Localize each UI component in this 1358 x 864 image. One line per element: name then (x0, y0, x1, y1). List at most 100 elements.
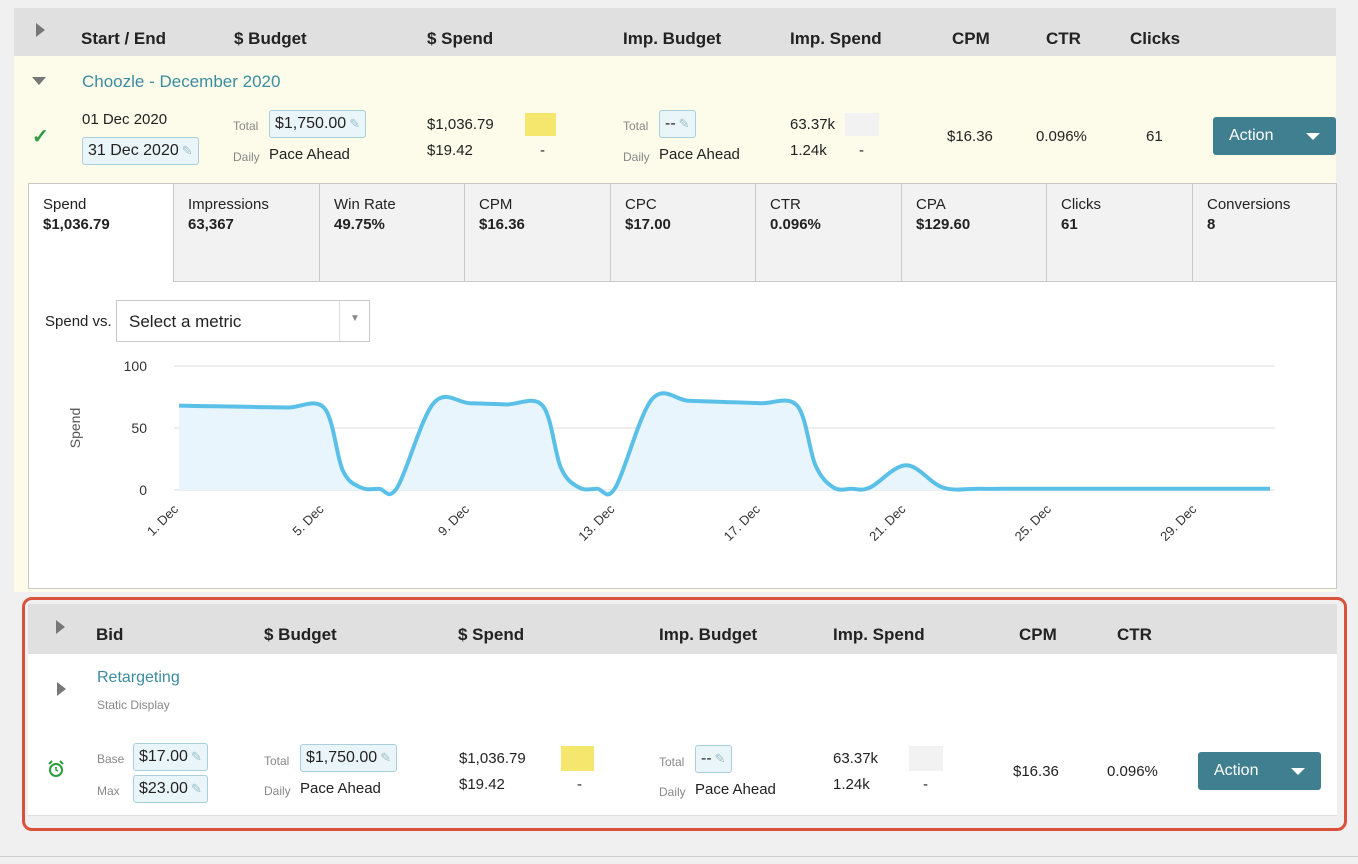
col-ctr[interactable]: CTR (1117, 625, 1152, 644)
adgroup-action-button[interactable]: Action (1198, 752, 1321, 790)
col-imp-spend[interactable]: Imp. Spend (833, 625, 925, 644)
spend-daily: $19.42 (427, 142, 473, 159)
campaign-budget-field[interactable]: $1,750.00 ✎ (269, 110, 367, 138)
base-bid-field[interactable]: $17.00 ✎ (133, 743, 208, 771)
imp-spend-daily: 1.24k (833, 776, 870, 793)
tab-value: $129.60 (916, 216, 971, 233)
pencil-icon: ✎ (380, 750, 392, 765)
spend-pace-indicator (561, 746, 594, 771)
col-ctr[interactable]: CTR (1046, 29, 1081, 48)
compare-label: Spend vs. (45, 313, 112, 330)
max-bid-field[interactable]: $23.00 ✎ (133, 775, 208, 803)
campaign-name-link[interactable]: Choozle - December 2020 (82, 72, 281, 91)
tab-win-rate[interactable]: Win Rate 49.75% (320, 184, 465, 282)
spend-total: $1,036.79 (427, 116, 494, 133)
imp-budget-field[interactable]: -- ✎ (659, 110, 696, 138)
imp-budget-total-value: -- (701, 750, 712, 767)
imp-budget-daily-value: Pace Ahead (659, 146, 740, 163)
spend-pace-indicator (525, 113, 556, 136)
col-start-end[interactable]: Start / End (81, 29, 167, 48)
col-bid[interactable]: Bid (96, 625, 124, 644)
spend-total: $1,036.79 (459, 750, 526, 767)
budget-total-label: Total (233, 119, 259, 133)
campaign-ctr: 0.096% (1036, 128, 1087, 145)
col-imp-budget[interactable]: Imp. Budget (659, 625, 758, 644)
budget-daily-value: Pace Ahead (300, 780, 381, 797)
col-imp-spend[interactable]: Imp. Spend (790, 29, 882, 48)
tab-label: CPM (479, 196, 513, 213)
tab-label: CPC (625, 196, 657, 213)
metric-select-value: Select a metric (129, 312, 242, 331)
tab-value: 8 (1207, 216, 1216, 233)
pencil-icon: ✎ (181, 143, 193, 158)
col-imp-budget[interactable]: Imp. Budget (623, 29, 722, 48)
pencil-icon: ✎ (190, 781, 202, 796)
tab-spend[interactable]: Spend $1,036.79 (29, 184, 174, 282)
tab-value: 63,367 (188, 216, 234, 233)
tab-impressions[interactable]: Impressions 63,367 (174, 184, 320, 282)
budget-daily-label: Daily (233, 150, 260, 164)
imp-budget-field[interactable]: -- ✎ (695, 745, 732, 773)
campaign-end-date-field[interactable]: 31 Dec 2020 ✎ (82, 137, 199, 165)
campaign-start-date: 01 Dec 2020 (82, 111, 168, 128)
col-clicks[interactable]: Clicks (1130, 29, 1181, 48)
y-tick-label: 50 (131, 420, 147, 436)
col-spend[interactable]: $ Spend (427, 29, 494, 48)
pencil-icon: ✎ (190, 749, 202, 764)
campaign-table-header: Start / End $ Budget $ Spend Imp. Budget… (14, 8, 1336, 56)
campaign-action-button[interactable]: Action (1213, 117, 1336, 155)
imp-dash: - (859, 142, 864, 159)
campaign-clicks: 61 (1146, 128, 1163, 145)
col-cpm[interactable]: CPM (952, 29, 990, 48)
x-tick-label: 1. Dec (144, 501, 182, 539)
chevron-down-icon: ▼ (350, 313, 360, 324)
expand-all-adgroups-icon[interactable] (56, 620, 65, 634)
metric-select[interactable]: Select a metric ▼ (116, 300, 370, 342)
imp-spend-daily: 1.24k (790, 142, 827, 159)
budget-daily-label: Daily (264, 784, 291, 798)
adgroup-table-header: Bid $ Budget $ Spend Imp. Budget Imp. Sp… (28, 604, 1337, 654)
adgroup-row (28, 654, 1337, 816)
tab-ctr[interactable]: CTR 0.096% (756, 184, 902, 282)
tab-cpa[interactable]: CPA $129.60 (902, 184, 1047, 282)
col-budget[interactable]: $ Budget (234, 29, 307, 48)
tab-label: Spend (43, 196, 87, 213)
imp-budget-total-label: Total (623, 119, 649, 133)
col-cpm[interactable]: CPM (1019, 625, 1057, 644)
adgroup-type: Static Display (97, 698, 170, 712)
y-tick-label: 0 (139, 482, 147, 498)
end-date-value: 31 Dec 2020 (88, 142, 179, 159)
col-spend[interactable]: $ Spend (458, 625, 525, 644)
alarm-clock-icon (47, 760, 65, 783)
imp-budget-total-label: Total (659, 755, 685, 769)
x-tick-label: 17. Dec (721, 501, 764, 544)
tab-value: 61 (1061, 216, 1078, 233)
imp-pace-indicator (909, 746, 943, 771)
action-label: Action (1229, 127, 1274, 144)
max-bid-label: Max (97, 784, 120, 798)
collapse-campaign-icon[interactable] (32, 77, 46, 85)
tab-label: Conversions (1207, 196, 1291, 213)
adgroup-name-link[interactable]: Retargeting (97, 669, 180, 686)
imp-dash: - (923, 776, 928, 793)
tab-label: Win Rate (334, 196, 396, 213)
tab-clicks[interactable]: Clicks 61 (1047, 184, 1193, 282)
expand-adgroup-icon[interactable] (57, 682, 66, 696)
adgroup-budget-field[interactable]: $1,750.00 ✎ (300, 744, 398, 772)
imp-pace-indicator (845, 113, 879, 136)
tab-conversions[interactable]: Conversions 8 (1193, 184, 1336, 282)
tab-cpm[interactable]: CPM $16.36 (465, 184, 611, 282)
imp-budget-total-value: -- (665, 115, 676, 132)
x-tick-label: 29. Dec (1157, 501, 1200, 544)
tab-label: CPA (916, 196, 946, 213)
col-budget[interactable]: $ Budget (264, 625, 337, 644)
imp-spend-total: 63.37k (790, 116, 836, 133)
x-tick-label: 9. Dec (435, 501, 473, 539)
expand-all-icon[interactable] (36, 23, 45, 37)
spend-dash: - (577, 776, 582, 793)
imp-budget-daily-value: Pace Ahead (695, 781, 776, 798)
spend-chart: 0 50 100 Spend 1. Dec 5. Dec 9. Dec 13. Dec 17. … (67, 358, 1275, 544)
base-bid-label: Base (97, 752, 125, 766)
adgroup-ctr: 0.096% (1107, 763, 1158, 780)
tab-cpc[interactable]: CPC $17.00 (611, 184, 756, 282)
